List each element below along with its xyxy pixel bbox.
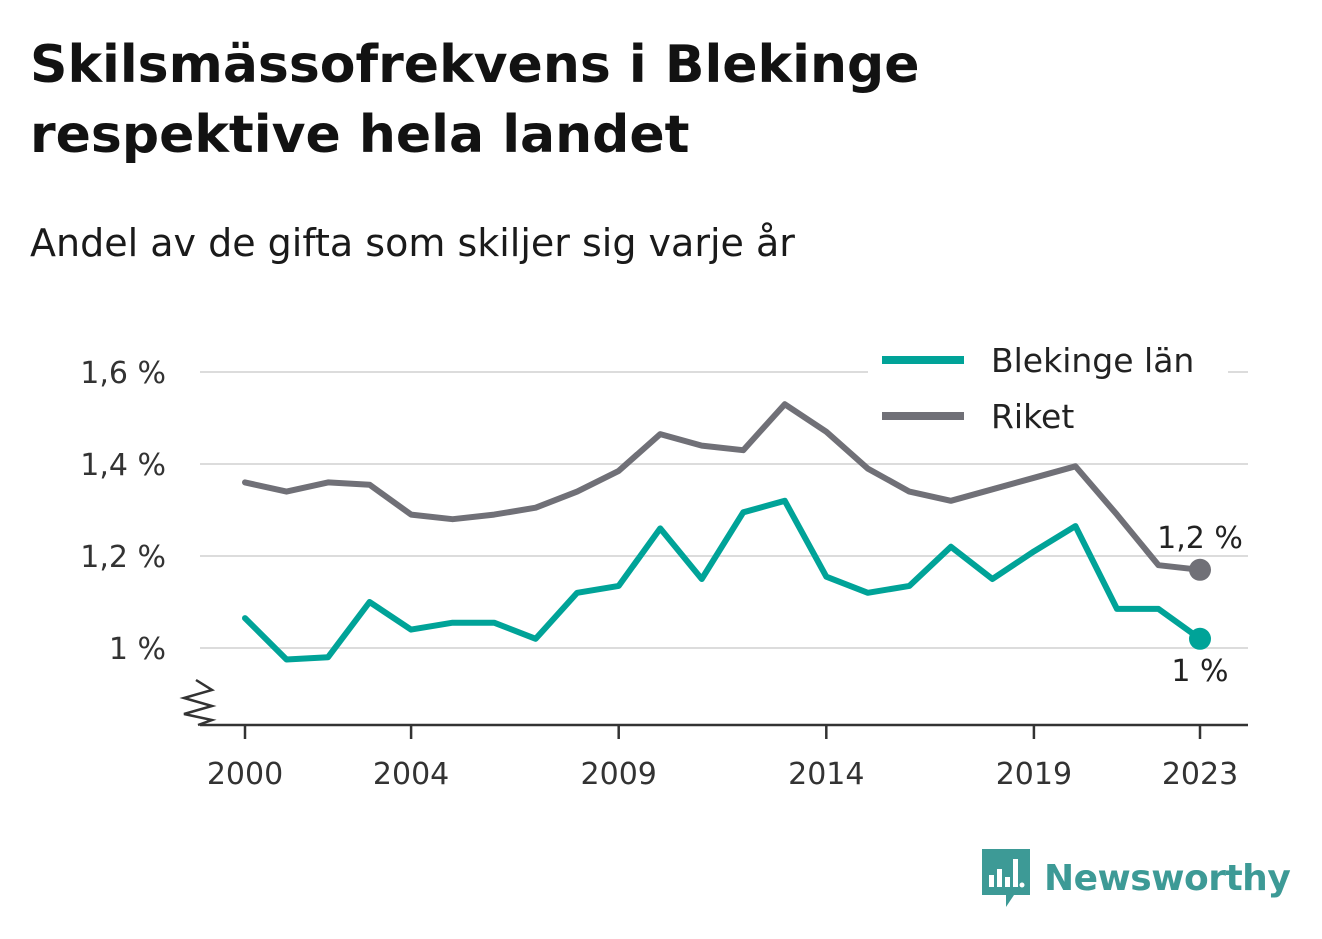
y-tick-label: 1 %: [109, 632, 166, 667]
x-tick-label: 2004: [373, 757, 449, 792]
y-tick-label: 1,6 %: [80, 356, 166, 391]
end-point-riket: [1189, 559, 1211, 581]
x-tick-label: 2023: [1162, 757, 1238, 792]
end-label-blekinge: 1 %: [1171, 654, 1228, 689]
newsworthy-logo-icon: [980, 847, 1032, 909]
legend-label: Blekinge län: [991, 341, 1194, 380]
end-point-blekinge: [1189, 628, 1211, 650]
brand-name: Newsworthy: [1044, 858, 1290, 899]
y-tick-label: 1,2 %: [80, 540, 166, 575]
series-line-blekinge: [245, 501, 1200, 660]
brand-logo: Newsworthy: [980, 848, 1290, 908]
legend: Blekinge län Riket: [868, 336, 1228, 444]
series-lines: 1,2 % 1 %: [245, 404, 1243, 689]
y-tick-label: 1,4 %: [80, 448, 166, 483]
end-label-riket: 1,2 %: [1157, 521, 1243, 556]
axis-break-mark: [184, 680, 212, 725]
x-axis-labels: 2000 2004 2009 2014 2019 2023: [207, 757, 1238, 792]
x-tick-label: 2019: [996, 757, 1072, 792]
legend-label: Riket: [991, 397, 1074, 436]
x-axis: [184, 680, 1248, 739]
y-axis-labels: 1 % 1,2 % 1,4 % 1,6 %: [80, 356, 166, 667]
x-tick-label: 2014: [788, 757, 864, 792]
x-tick-label: 2000: [207, 757, 283, 792]
x-tick-label: 2009: [581, 757, 657, 792]
line-chart: 1 %1,2 %1,4 %1,6 % 2000 2004 2009 2014 2019 2…: [0, 0, 1322, 939]
